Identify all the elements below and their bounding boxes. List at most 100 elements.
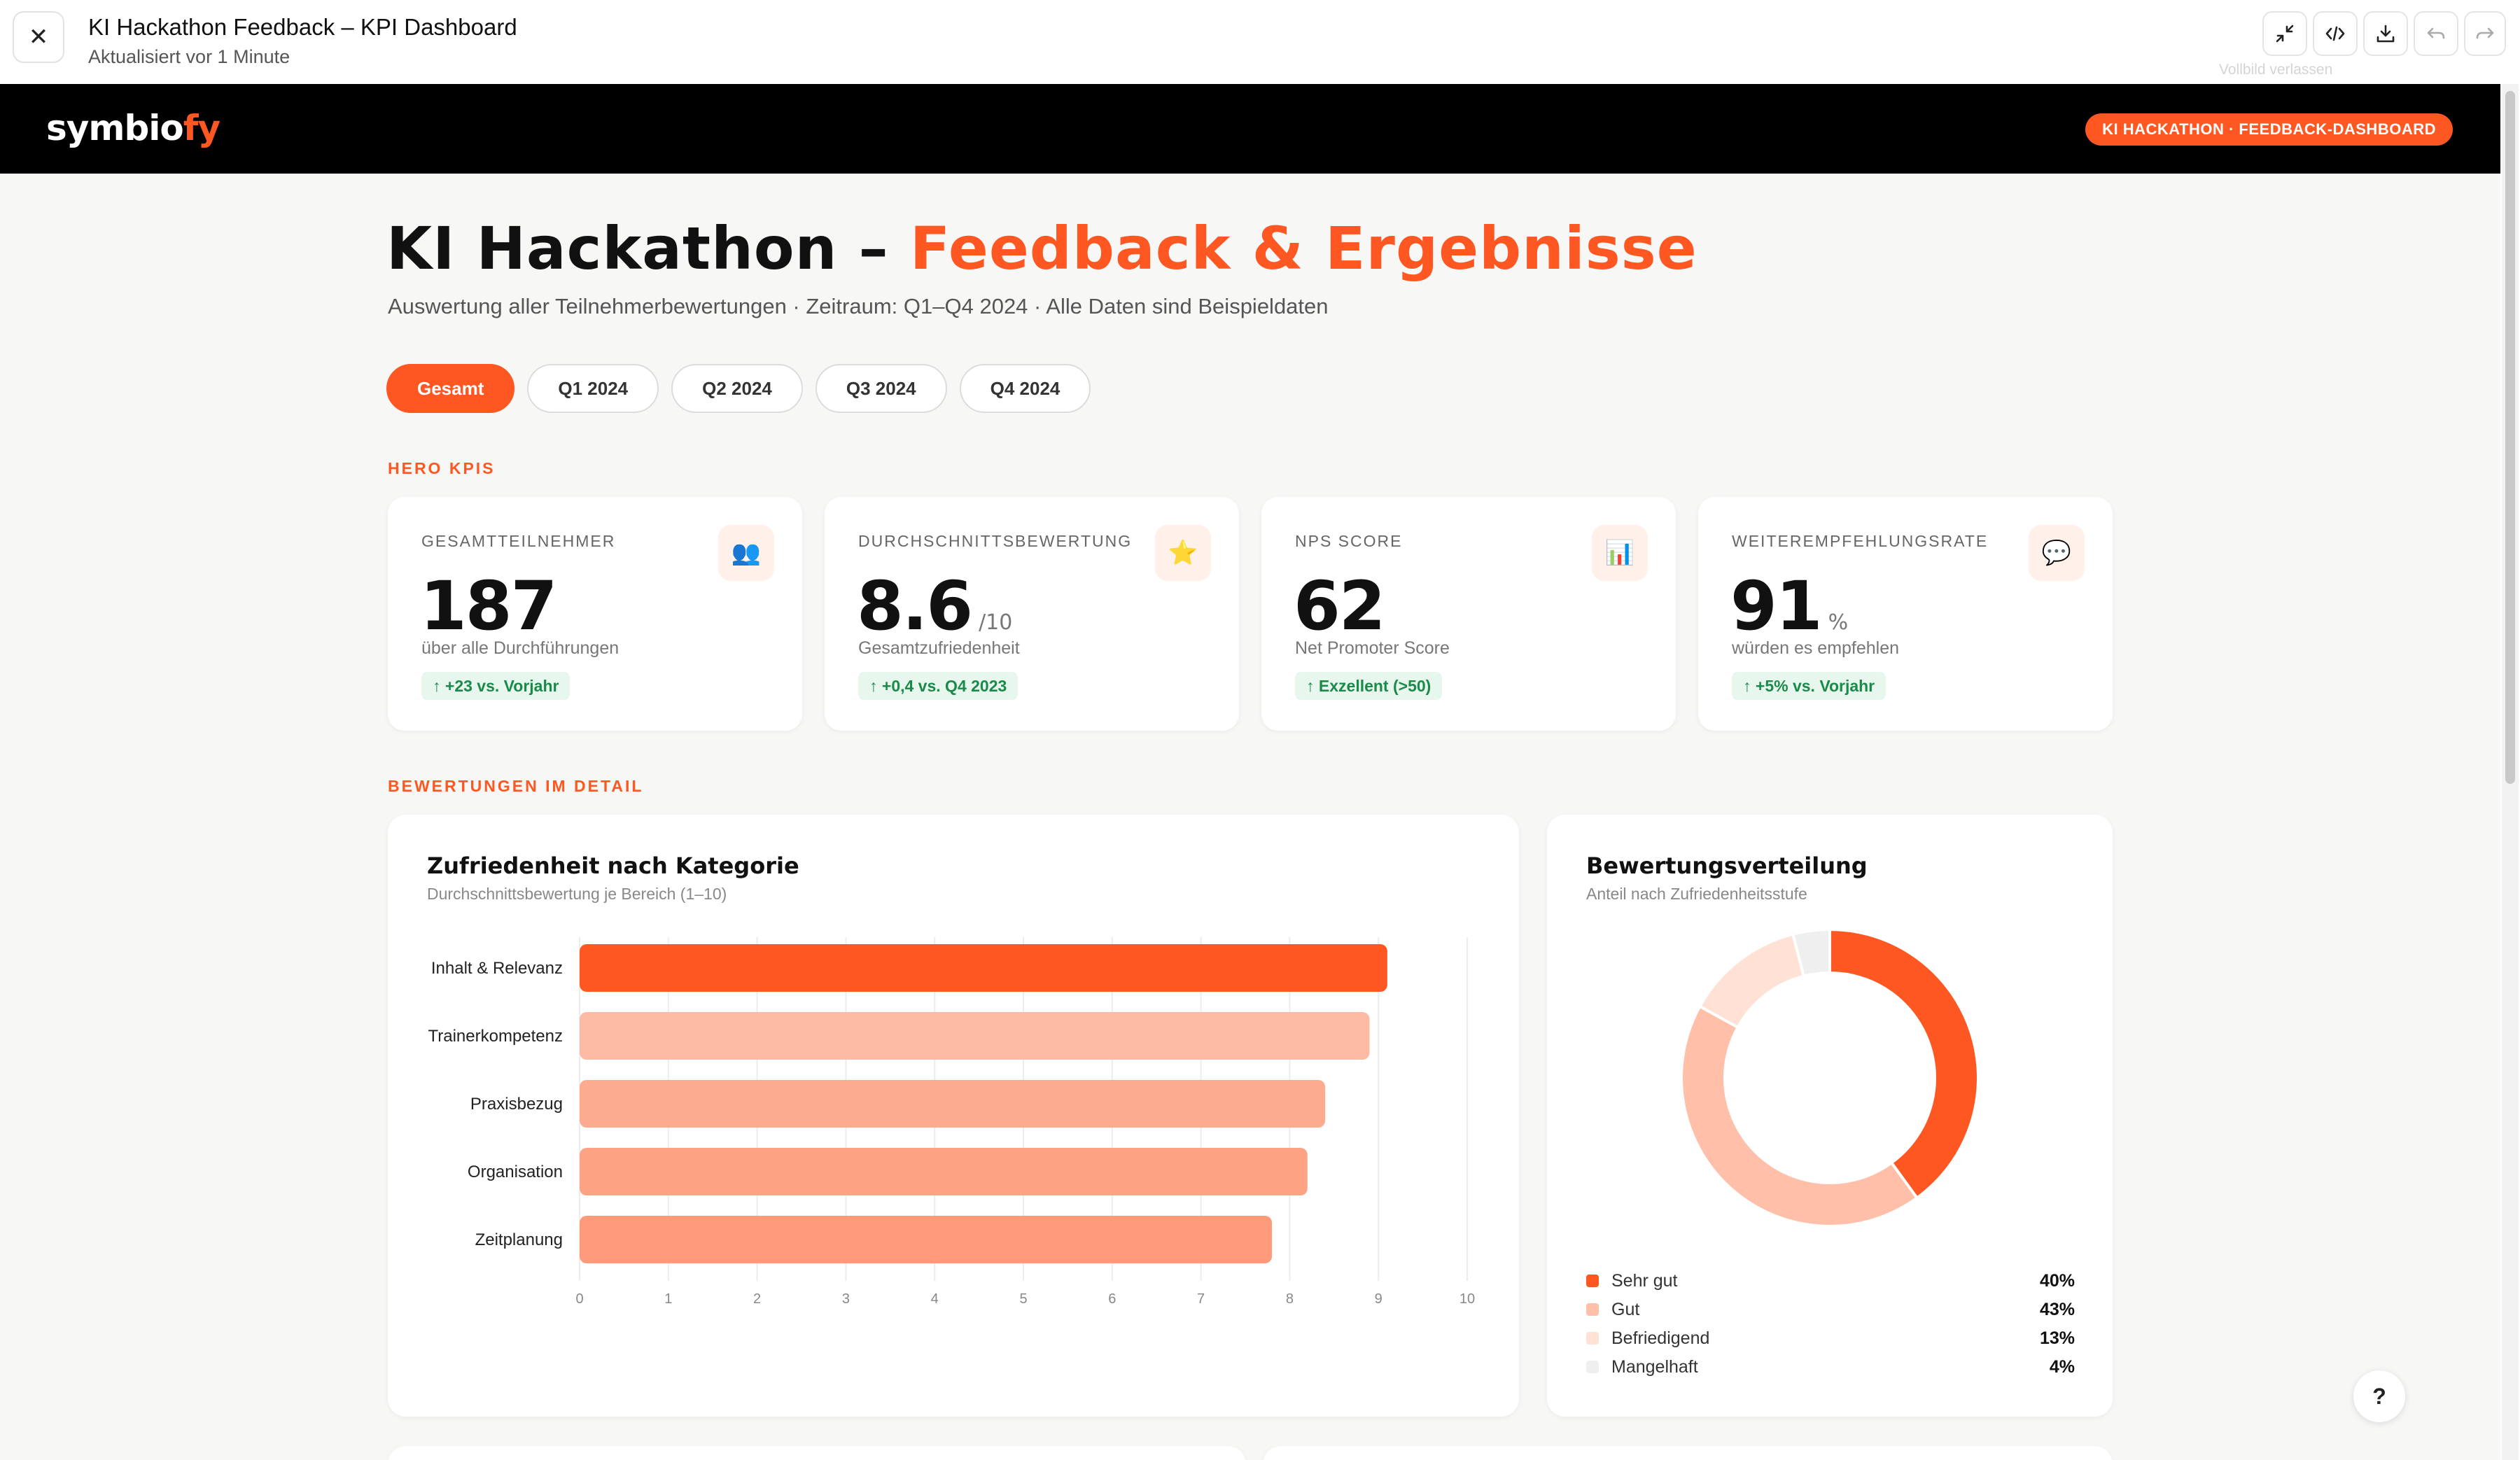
kpi-description: Gesamtzufriedenheit (858, 638, 1020, 658)
bar[interactable] (580, 1216, 1273, 1263)
kpi-value: 91% (1730, 567, 1849, 645)
bar[interactable] (580, 1080, 1326, 1128)
lower-panel-right (1263, 1446, 2113, 1460)
donut-slice[interactable] (1791, 927, 1831, 978)
bar[interactable] (580, 944, 1387, 992)
kpi-description: über alle Durchführungen (421, 638, 620, 658)
x-tick-label: 4 (931, 1291, 939, 1307)
bar[interactable] (580, 1148, 1308, 1195)
kpi-card-nps: NPS SCORE 📊 62 Net Promoter Score ↑ Exze… (1261, 497, 1676, 731)
kpi-trend-badge: ↑ Exzellent (>50) (1295, 672, 1443, 700)
x-tick-label: 1 (664, 1291, 672, 1307)
page-title: KI Hackathon – Feedback & Ergebnisse (386, 214, 1698, 283)
legend-label: Befriedigend (1611, 1328, 1710, 1348)
undo-button[interactable] (2414, 11, 2458, 56)
kpi-card-avg-rating: DURCHSCHNITTSBEWERTUNG ⭐ 8.6/10 Gesamtzu… (825, 497, 1239, 731)
exit-fullscreen-button[interactable] (2262, 11, 2307, 56)
kpi-label: DURCHSCHNITTSBEWERTUNG (858, 532, 1133, 550)
category-label: Organisation (468, 1163, 563, 1181)
collapse-icon (2276, 24, 2294, 43)
close-button[interactable]: ✕ (13, 11, 64, 63)
star-icon: ⭐ (1155, 525, 1211, 581)
dashboard-page: symbiofy KI HACKATHON · FEEDBACK-DASHBOA… (0, 84, 2500, 1460)
kpi-value: 62 (1294, 567, 1386, 645)
kpi-trend-badge: ↑ +5% vs. Vorjahr (1732, 672, 1886, 700)
legend-swatch (1586, 1332, 1599, 1345)
tooltip: Vollbild verlassen (2219, 62, 2333, 78)
donut-slice[interactable] (1698, 932, 1806, 1030)
category-bar-chart: 0 1 2 3 4 5 6 7 8 9 10 Inhalt & Relevanz Trainerkomp… (428, 937, 1475, 1307)
bar[interactable] (580, 1012, 1370, 1060)
document-title: KI Hackathon Feedback – KPI Dashboard (88, 14, 517, 40)
brand-header: symbiofy KI HACKATHON · FEEDBACK-DASHBOA… (0, 84, 2500, 174)
speech-bubble-icon: 💬 (2029, 525, 2085, 581)
redo-button[interactable] (2464, 11, 2506, 56)
category-label: Trainerkompetenz (428, 1027, 563, 1046)
dashboard-badge: KI HACKATHON · FEEDBACK-DASHBOARD (2085, 113, 2453, 146)
undo-icon (2427, 27, 2445, 39)
x-tick-label: 3 (842, 1291, 850, 1307)
code-icon (2325, 26, 2345, 41)
section-label-details: BEWERTUNGEN IM DETAIL (388, 777, 644, 795)
rating-donut-chart (1680, 927, 1980, 1228)
legend-item-gut: Gut 43% (1586, 1297, 2075, 1322)
rating-distribution-panel: Bewertungsverteilung Anteil nach Zufried… (1547, 815, 2113, 1417)
kpi-value: 187 (420, 567, 557, 645)
legend-label: Sehr gut (1611, 1270, 1678, 1291)
legend-label: Mangelhaft (1611, 1356, 1698, 1377)
kpi-description: würden es empfehlen (1732, 638, 1900, 658)
kpi-description: Net Promoter Score (1295, 638, 1450, 658)
kpi-trend-badge: ↑ +0,4 vs. Q4 2023 (858, 672, 1018, 700)
x-tick-label: 2 (753, 1291, 761, 1307)
legend-percentage: 13% (2039, 1328, 2075, 1348)
x-tick-label: 5 (1019, 1291, 1027, 1307)
lower-panel-left (388, 1446, 1246, 1460)
x-tick-label: 10 (1460, 1291, 1475, 1307)
kpi-trend-badge: ↑ +23 vs. Vorjahr (421, 672, 570, 700)
kpi-value: 8.6/10 (857, 567, 1013, 645)
symbiofy-logo: symbiofy (46, 108, 220, 148)
kpi-label: GESAMTTEILNEHMER (421, 532, 616, 550)
panel-subtitle: Durchschnittsbewertung je Bereich (1–10) (427, 885, 727, 903)
tab-gesamt[interactable]: Gesamt (386, 364, 515, 413)
period-tabs: Gesamt Q1 2024 Q2 2024 Q3 2024 Q4 2024 (386, 364, 1091, 413)
donut-slice[interactable] (1680, 1004, 1919, 1228)
x-tick-label: 8 (1286, 1291, 1294, 1307)
tab-q4-2024[interactable]: Q4 2024 (959, 364, 1091, 413)
panel-title: Bewertungsverteilung (1586, 852, 1868, 879)
legend-swatch (1586, 1275, 1599, 1287)
category-label: Zeitplanung (475, 1230, 563, 1249)
legend-item-sehr-gut: Sehr gut 40% (1586, 1268, 2075, 1293)
x-tick-label: 0 (575, 1291, 583, 1307)
x-tick-label: 7 (1197, 1291, 1205, 1307)
category-label: Praxisbezug (470, 1095, 563, 1114)
legend-item-befriedigend: Befriedigend 13% (1586, 1326, 2075, 1351)
scrollbar-thumb[interactable] (2505, 91, 2515, 784)
page-scrollbar[interactable] (2502, 84, 2519, 1460)
document-updated-status: Aktualisiert vor 1 Minute (88, 46, 290, 67)
download-button[interactable] (2363, 11, 2408, 56)
panel-title: Zufriedenheit nach Kategorie (427, 852, 799, 879)
category-label: Inhalt & Relevanz (431, 959, 563, 978)
legend-percentage: 43% (2039, 1299, 2075, 1319)
panel-subtitle: Anteil nach Zufriedenheitsstufe (1586, 885, 1807, 903)
bar-chart-icon: 📊 (1592, 525, 1648, 581)
page-subtitle: Auswertung aller Teilnehmerbewertungen ·… (388, 294, 1329, 318)
tab-q1-2024[interactable]: Q1 2024 (527, 364, 659, 413)
close-icon: ✕ (28, 24, 49, 50)
view-code-button[interactable] (2313, 11, 2358, 56)
legend-percentage: 4% (2049, 1356, 2075, 1377)
x-tick-label: 6 (1108, 1291, 1116, 1307)
tab-q3-2024[interactable]: Q3 2024 (815, 364, 947, 413)
kpi-label: NPS SCORE (1295, 532, 1403, 550)
section-label-hero-kpis: HERO KPIS (388, 459, 496, 477)
app-titlebar: ✕ KI Hackathon Feedback – KPI Dashboard … (0, 0, 2520, 84)
legend-percentage: 40% (2039, 1270, 2075, 1291)
tab-q2-2024[interactable]: Q2 2024 (671, 364, 803, 413)
legend-label: Gut (1611, 1299, 1640, 1319)
kpi-card-participants: GESAMTTEILNEHMER 👥 187 über alle Durchfü… (388, 497, 802, 731)
donut-slice[interactable] (1828, 927, 1980, 1200)
kpi-card-recommendation-rate: WEITEREMPFEHLUNGSRATE 💬 91% würden es em… (1698, 497, 2113, 731)
help-button[interactable]: ? (2353, 1370, 2405, 1422)
redo-icon (2476, 27, 2494, 39)
